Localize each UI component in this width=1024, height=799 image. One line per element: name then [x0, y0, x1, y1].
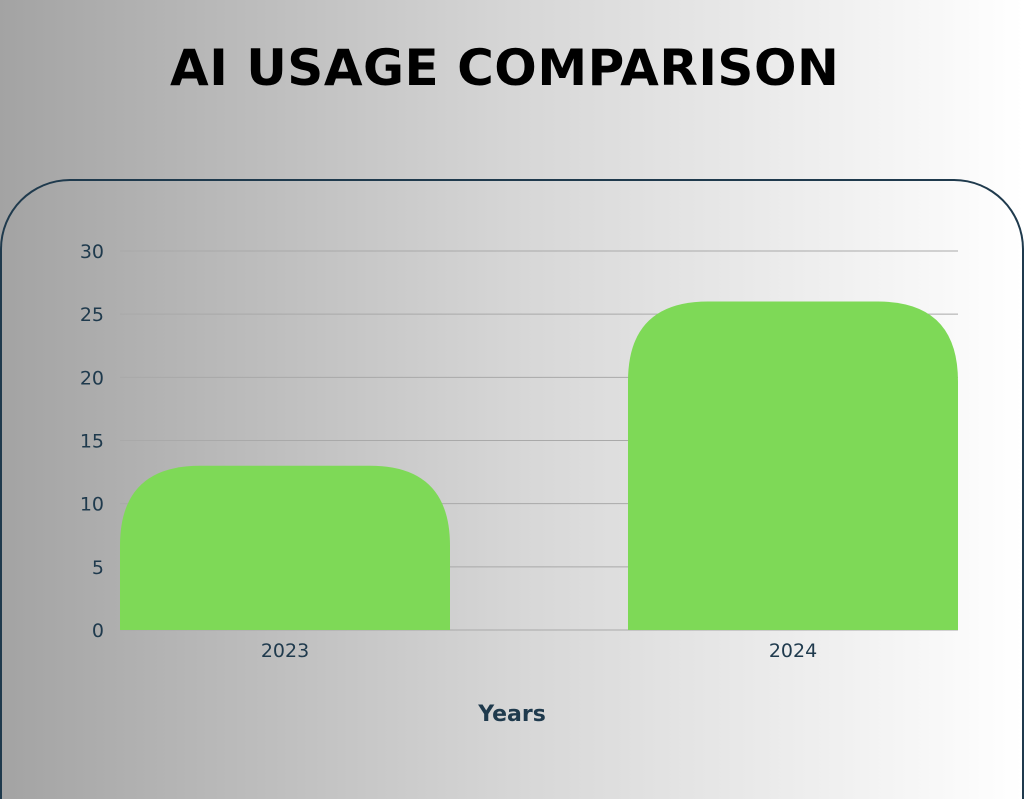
y-tick-label: 10: [80, 494, 104, 516]
y-tick-label: 15: [80, 431, 104, 453]
x-tick-label: 2023: [261, 640, 309, 662]
y-tick-label: 0: [92, 620, 104, 642]
y-tick-label: 25: [80, 304, 104, 326]
x-axis-ticks: 2023 2024: [261, 640, 817, 662]
y-tick-label: 20: [80, 367, 104, 389]
y-axis-ticks: 0 5 10 15 20 25 30: [80, 241, 104, 642]
chart-frame: [0, 179, 1024, 799]
chart-title: AI USAGE COMPARISON: [170, 39, 840, 97]
bars: [120, 301, 958, 630]
bar-2024: [628, 301, 958, 630]
y-tick-label: 5: [92, 557, 104, 579]
bar-2023: [120, 465, 450, 630]
x-axis-label: Years: [477, 702, 546, 727]
bar-chart: 0 5 10 15 20 25 30 2023 2024 Years: [80, 241, 958, 727]
y-tick-label: 30: [80, 241, 104, 263]
x-tick-label: 2024: [769, 640, 817, 662]
